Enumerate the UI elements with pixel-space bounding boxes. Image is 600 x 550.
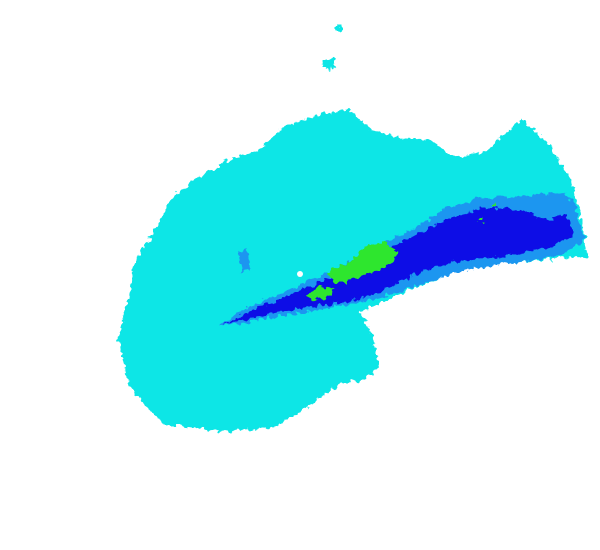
intense-echo-speck: [478, 218, 482, 222]
coverage-echo-fragment: [322, 58, 336, 70]
intense-echo-speck: [492, 204, 496, 208]
coverage-echo-speck: [336, 26, 341, 31]
intense-echo-layer: [306, 204, 496, 300]
intense-echo-cell-small: [306, 286, 334, 300]
moderate-echo-patch: [238, 248, 250, 272]
intense-echo-cell-main: [328, 242, 398, 282]
radar-site-marker: [297, 271, 303, 277]
